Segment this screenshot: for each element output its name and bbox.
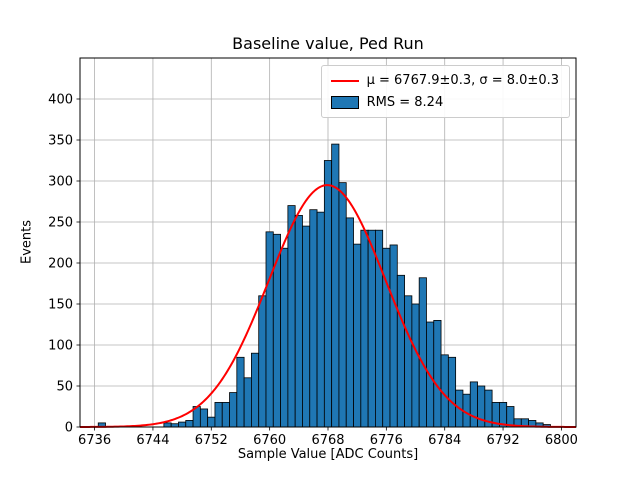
x-tick-label: 6736 (78, 433, 111, 448)
histogram-bar (214, 401, 223, 428)
x-tick-label: 6752 (195, 433, 228, 448)
x-tick-label: 6744 (136, 433, 169, 448)
histogram-bar (251, 352, 260, 428)
y-tick-label: 50 (56, 380, 73, 395)
histogram-bar (418, 277, 427, 428)
y-tick-label: 400 (48, 93, 73, 108)
histogram-bar (360, 229, 369, 428)
legend-label-fit: μ = 6767.9±0.3, σ = 8.0±0.3 (366, 73, 559, 88)
legend: μ = 6767.9±0.3, σ = 8.0±0.3 RMS = 8.24 (320, 65, 570, 118)
histogram-bar (309, 209, 318, 428)
histogram-bar (506, 406, 515, 428)
legend-item-rms: RMS = 8.24 (330, 95, 559, 110)
histogram-bar (294, 215, 303, 428)
chart-title: Baseline value, Ped Run (232, 34, 424, 53)
histogram-bar (199, 408, 209, 428)
x-tick-label: 6800 (545, 433, 578, 448)
histogram-bar (411, 303, 420, 428)
histogram-bar (280, 247, 289, 428)
y-tick-label: 200 (48, 257, 73, 272)
histogram-bar (236, 356, 245, 428)
legend-item-fit: μ = 6767.9±0.3, σ = 8.0±0.3 (330, 73, 559, 88)
y-axis-label: Events (19, 219, 35, 265)
y-tick-label: 100 (48, 339, 73, 354)
histogram-bar (265, 231, 274, 428)
x-tick-label: 6784 (428, 433, 461, 448)
gaussian-fit-curve (80, 184, 576, 428)
histogram-bar (338, 182, 347, 428)
x-tick-label: 6776 (370, 433, 403, 448)
y-tick-label: 150 (48, 298, 73, 313)
histogram-bar (353, 243, 362, 428)
x-axis-label: Sample Value [ADC Counts] (237, 447, 419, 462)
histogram-bar (287, 205, 296, 428)
histogram-bar (345, 217, 354, 428)
legend-label-rms: RMS = 8.24 (366, 95, 444, 110)
y-tick-label: 0 (65, 421, 73, 436)
histogram-bar (258, 295, 267, 428)
histogram-patch-swatch-icon (330, 96, 359, 109)
histogram-bar (178, 421, 187, 428)
histogram-bar (221, 401, 230, 428)
histogram-bar (433, 319, 442, 428)
y-tick-label: 250 (48, 216, 73, 231)
histogram-bar (367, 229, 376, 428)
histogram-bar (316, 211, 325, 428)
histogram-bar (229, 392, 238, 428)
histogram-bar (302, 225, 311, 428)
y-tick-label: 350 (48, 134, 73, 149)
histogram-bar (404, 295, 413, 428)
histogram-bar (447, 356, 457, 428)
histogram-bar (389, 244, 398, 428)
histogram-bar (396, 274, 405, 428)
x-tick-label: 6768 (311, 433, 344, 448)
x-tick-label: 6760 (253, 433, 286, 448)
fit-line-swatch-icon (330, 79, 359, 82)
histogram-bar (272, 233, 281, 428)
histogram-bar (243, 377, 252, 428)
histogram-bar (207, 416, 216, 428)
histogram-bar (185, 420, 194, 428)
histogram-bar (163, 422, 172, 428)
y-tick-label: 300 (48, 175, 73, 190)
histogram-bar (469, 381, 478, 428)
x-tick-label: 6792 (487, 433, 520, 448)
histogram-bar (323, 160, 333, 428)
